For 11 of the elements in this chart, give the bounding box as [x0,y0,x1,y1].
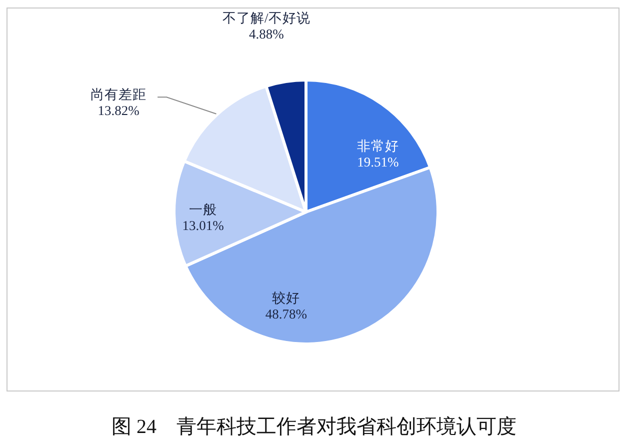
slice-label: 尚有差距 [90,87,147,102]
data-label: 19.51% [357,154,399,170]
slice-label: 一般 [189,202,218,217]
slice-label: 较好 [272,290,300,306]
data-label: 13.01% [182,218,224,233]
data-label: 48.78% [265,306,308,322]
text: 图 24 青年科技工作者对我省科创环境认可度 [112,416,516,438]
data-label: 13.82% [98,103,140,118]
slice-label: 非常好 [356,138,399,154]
data-label: 4.88% [248,26,284,42]
slice-label: 不了解/不好说 [222,10,310,26]
